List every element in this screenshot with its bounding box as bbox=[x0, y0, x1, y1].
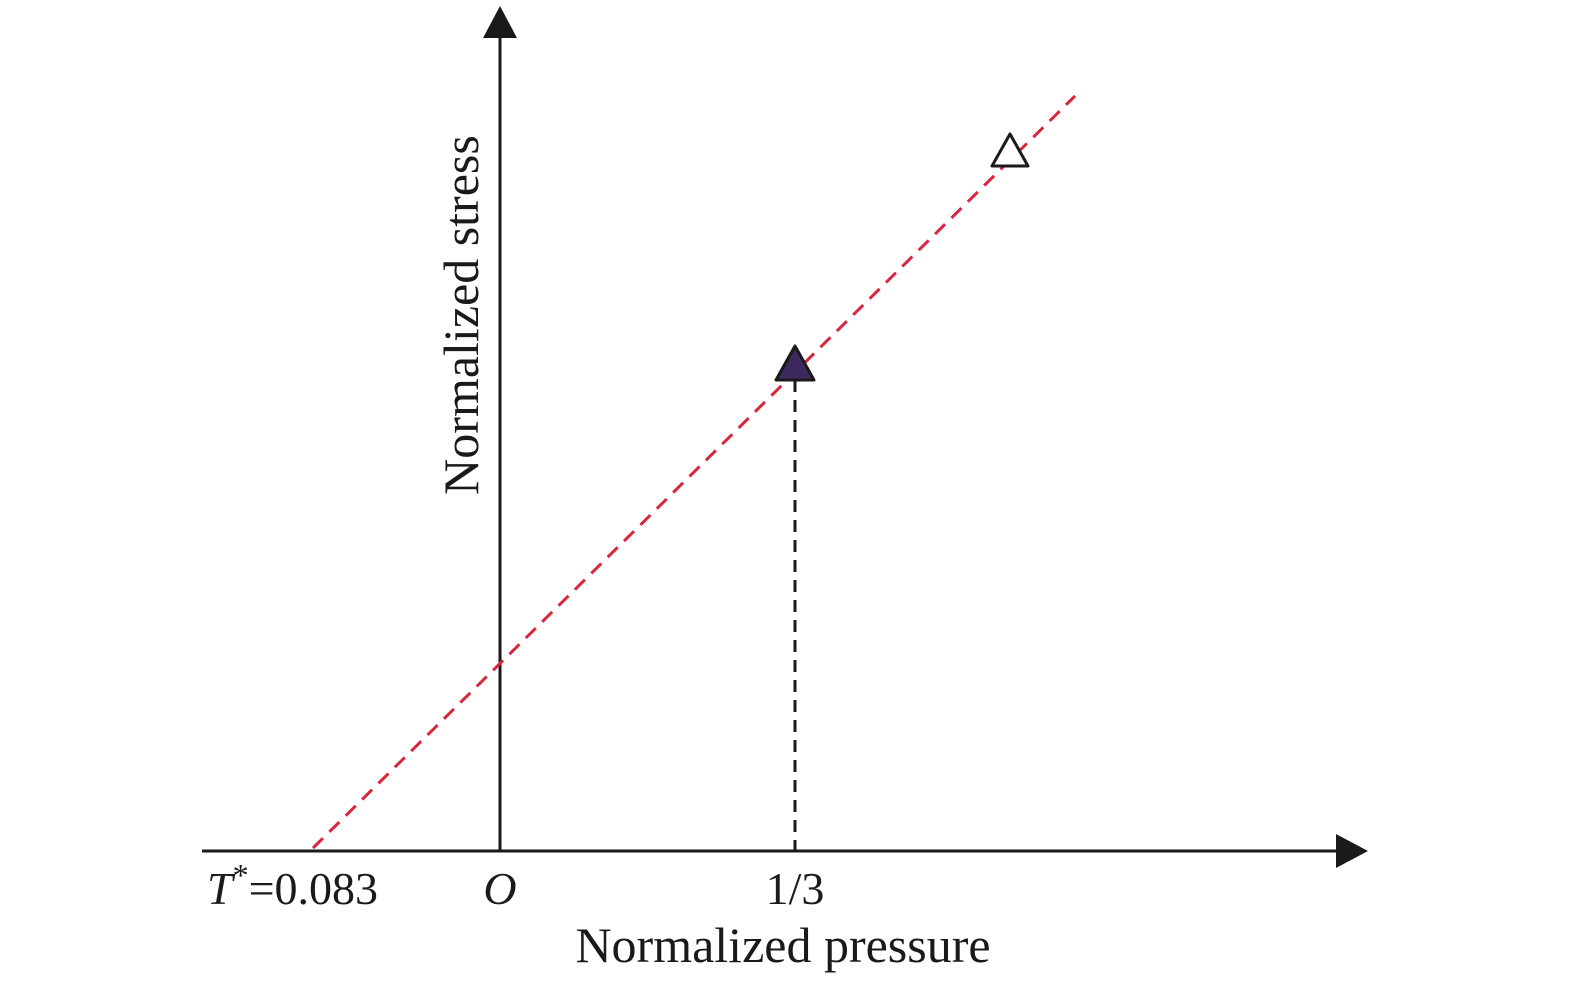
one-third-label: 1/3 bbox=[766, 863, 825, 914]
x-axis-title: Normalized pressure bbox=[575, 917, 990, 973]
x-axis-arrowhead bbox=[1336, 834, 1368, 868]
filled-triangle-marker bbox=[774, 344, 816, 382]
open-triangle-marker bbox=[990, 132, 1030, 168]
y-axis-title: Normalized stress bbox=[433, 135, 489, 495]
t-star-label: T*=0.083 bbox=[207, 857, 378, 914]
y-axis-arrowhead bbox=[483, 6, 517, 38]
origin-label: O bbox=[483, 863, 516, 914]
fit-line bbox=[311, 94, 1077, 850]
